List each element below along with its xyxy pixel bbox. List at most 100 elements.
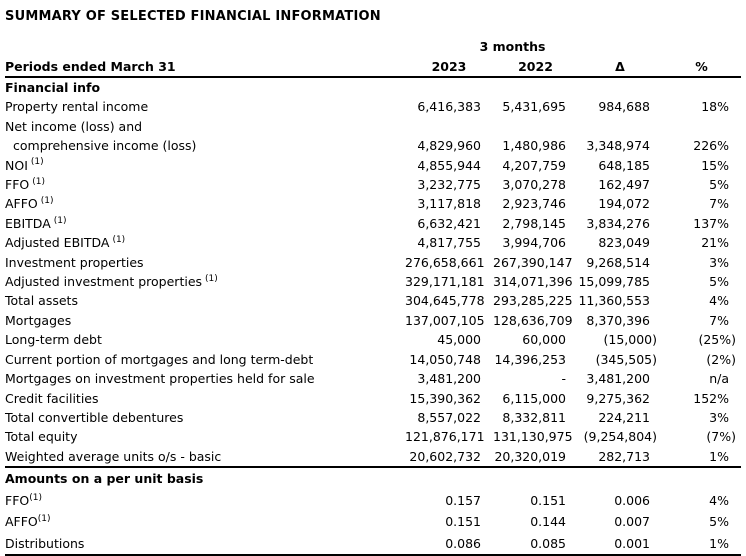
value-cell: 3%: [709, 409, 730, 425]
value-cell: 3,834,276: [586, 215, 651, 231]
value-cell: 314,071,396: [493, 274, 573, 290]
row-label: Distributions: [5, 532, 405, 556]
value-cell: 4%: [709, 293, 730, 309]
value-cell: 8,557,022: [417, 409, 481, 425]
table-row: EBITDA (1) 6,632,421 2,798,145 3,834,276 137%: [5, 214, 741, 233]
column-header-row: Periods ended March 31 2023 2022 Δ %: [5, 54, 742, 78]
value-cell: 152%: [693, 390, 730, 406]
table-row: Total convertible debentures 8,557,022 8,3…: [5, 408, 741, 427]
value-cell: 0.157: [445, 492, 481, 508]
value-cell: 4%: [709, 492, 730, 508]
page-title: SUMMARY OF SELECTED FINANCIAL INFORMATIO…: [5, 9, 381, 24]
value-cell: 194,072: [598, 196, 651, 212]
value-cell: 7%: [709, 312, 730, 328]
table-row: Adjusted EBITDA (1) 4,817,755 3,994,706 823,…: [5, 233, 741, 252]
table-row: Long-term debt 45,000 60,000 (15,000) (25%): [5, 330, 741, 349]
value-cell: 15,099,785: [578, 274, 651, 290]
value-cell: 2,923,746: [502, 196, 567, 212]
row-label: Total equity: [5, 429, 78, 445]
value-cell: 45,000: [437, 332, 481, 348]
section-header-row: Amounts on a per unit basis: [5, 466, 742, 490]
footnote-marker: (1): [29, 492, 42, 503]
value-cell: 304,645,778: [405, 293, 485, 309]
footnote-marker: (1): [32, 176, 45, 187]
table-row: Mortgages 137,007,105 128,636,709 8,370,396…: [5, 311, 741, 330]
value-cell: 3,348,974: [586, 138, 651, 154]
value-cell: (25%): [698, 332, 737, 348]
value-cell: 3,070,278: [502, 177, 567, 193]
column-header-percent: %: [662, 54, 742, 78]
spacer-cell: [5, 37, 405, 54]
value-cell: 6,416,383: [417, 99, 481, 115]
value-cell: -: [561, 371, 567, 387]
value-cell: 20,320,019: [494, 448, 567, 464]
period-group-header: 3 months: [479, 39, 546, 54]
value-cell: 128,636,709: [493, 312, 573, 328]
section-header-row: Financial info: [5, 75, 742, 98]
value-cell: 823,049: [598, 235, 651, 251]
table-row: Weighted average units o/s - basic 20,602…: [5, 447, 741, 467]
row-label: Property rental income: [5, 99, 149, 115]
row-label: Adjusted investment properties (1): [5, 273, 218, 290]
table-row: FFO (1) 3,232,775 3,070,278 162,497 5%: [5, 175, 741, 194]
period-group-row: 3 months: [5, 37, 741, 54]
value-cell: 6,115,000: [502, 390, 567, 406]
table-row: Investment properties 276,658,661 267,390,…: [5, 253, 741, 272]
value-cell: (2%): [706, 351, 737, 367]
table-row: FFO(1) 0.157 0.151 0.006 4%: [5, 490, 741, 512]
value-cell: 8,370,396: [586, 312, 651, 328]
table-body: Financial info Property rental income 6,41…: [5, 75, 742, 556]
value-cell: 5%: [709, 274, 730, 290]
column-header-delta: Δ: [578, 54, 663, 78]
row-label: NOI (1): [5, 157, 44, 173]
value-cell: (15,000): [603, 332, 658, 348]
row-label: Net income (loss) and comprehensive incom…: [5, 118, 197, 154]
row-label: Mortgages: [5, 312, 72, 328]
value-cell: 14,050,748: [409, 351, 481, 367]
value-cell: 0.144: [530, 514, 567, 530]
row-label: FFO(1): [5, 176, 45, 193]
value-cell: 5%: [709, 177, 730, 193]
value-cell: 4,855,944: [417, 157, 481, 173]
table-row: Property rental income 6,416,383 5,431,695…: [5, 97, 741, 116]
footnote-marker: (1): [112, 235, 126, 246]
value-cell: 15%: [701, 157, 730, 173]
value-cell: 0.151: [445, 514, 481, 530]
row-label: Weighted average units o/s - basic: [5, 448, 222, 464]
column-header-2023: 2023: [405, 54, 493, 78]
value-cell: 282,713: [598, 448, 651, 464]
value-cell: 5,431,695: [502, 99, 567, 115]
value-cell: 293,285,225: [493, 293, 573, 309]
value-cell: 137%: [693, 215, 730, 231]
value-cell: 4,207,759: [502, 157, 567, 173]
value-cell: 267,390,147: [493, 254, 573, 270]
table-row: Total equity 121,876,171 131,130,975 (9,254…: [5, 427, 741, 446]
table-row: Total assets 304,645,778 293,285,225 11,360…: [5, 291, 741, 310]
row-label: FFO(1): [5, 492, 42, 508]
section-header: Financial info: [5, 75, 742, 98]
row-label: Long-term debt: [5, 332, 102, 348]
value-cell: 0.151: [530, 492, 567, 508]
value-cell: (9,254,804): [583, 429, 658, 445]
spacer-cell: [662, 37, 741, 54]
value-cell: 121,876,171: [405, 429, 485, 445]
table-row: Current portion of mortgages and long te…: [5, 350, 741, 369]
footnote-marker: (1): [37, 513, 51, 524]
value-cell: 3%: [709, 254, 730, 270]
value-cell: 18%: [701, 99, 730, 115]
row-label: Mortgages on investment properties held …: [5, 371, 315, 387]
table-row: Credit facilities 15,390,362 6,115,000 9,27…: [5, 389, 741, 408]
table-row: NOI (1) 4,855,944 4,207,759 648,185 15%: [5, 156, 741, 175]
value-cell: 3,481,200: [417, 371, 481, 387]
table-row: Mortgages on investment properties held …: [5, 369, 741, 388]
value-cell: 15,390,362: [409, 390, 481, 406]
value-cell: 3,117,818: [417, 196, 481, 212]
value-cell: 3,481,200: [586, 371, 651, 387]
value-cell: 14,396,253: [494, 351, 567, 367]
value-cell: n/a: [709, 371, 730, 387]
footnote-marker: (1): [53, 215, 67, 226]
value-cell: 984,688: [598, 99, 651, 115]
value-cell: (345,505): [595, 351, 658, 367]
footnote-marker: (1): [30, 157, 44, 168]
value-cell: 20,602,732: [409, 448, 481, 464]
